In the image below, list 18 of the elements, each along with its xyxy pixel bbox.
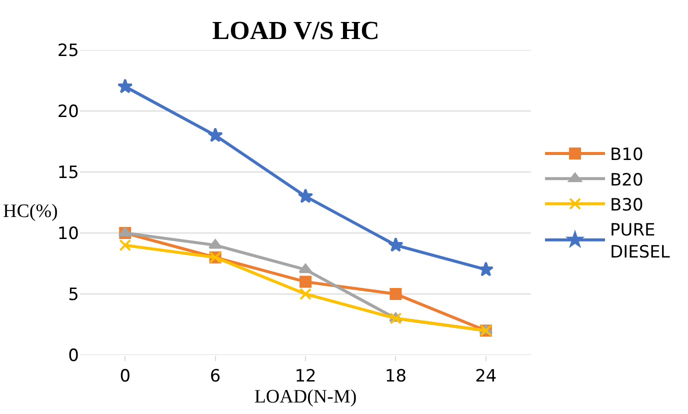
y-tick-label: 5 xyxy=(68,284,79,305)
y-tick-label: 15 xyxy=(57,162,79,183)
legend-label: B10 xyxy=(610,145,644,166)
x-tick-label: 18 xyxy=(384,366,407,386)
legend-label: PURE DIESEL xyxy=(610,220,670,263)
legend-label: B30 xyxy=(610,195,644,216)
y-axis-title: HC(%) xyxy=(3,201,58,222)
chart-title: LOAD V/S HC xyxy=(212,16,380,45)
y-tick-label: 10 xyxy=(57,224,79,244)
legend-label: B20 xyxy=(610,170,644,190)
x-tick-label: 6 xyxy=(210,366,221,386)
x-axis-title: LOAD(N-M) xyxy=(254,386,357,408)
x-tick-label: 0 xyxy=(120,366,131,386)
x-tick-label: 24 xyxy=(475,366,497,386)
y-tick-label: 25 xyxy=(57,40,79,61)
y-tick-label: 0 xyxy=(68,346,79,366)
x-tick-label: 12 xyxy=(294,366,316,386)
y-tick-label: 20 xyxy=(57,102,79,122)
